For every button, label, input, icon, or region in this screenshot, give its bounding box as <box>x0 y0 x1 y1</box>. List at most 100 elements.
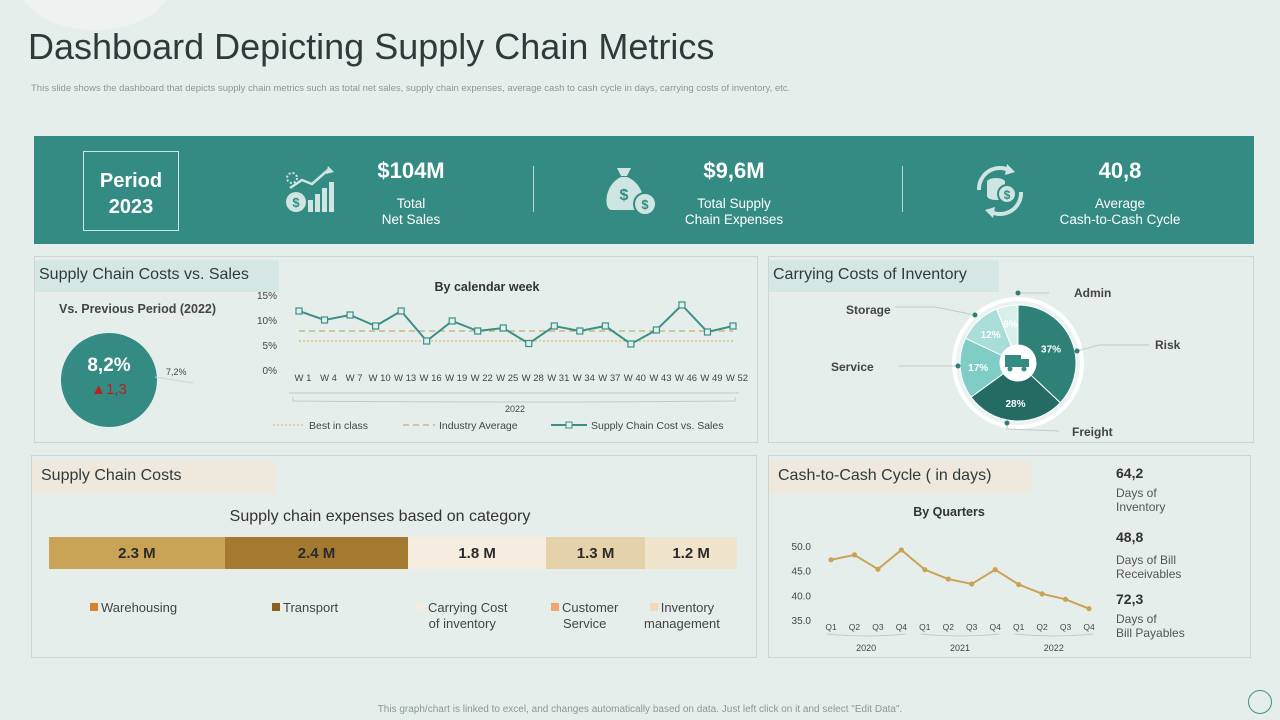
pie-slice-label: 12% <box>981 330 1001 341</box>
callout-line <box>1076 344 1149 352</box>
data-point <box>550 322 558 330</box>
legend-marker <box>565 421 573 429</box>
kpi-band: Period 2023 $ $104M Total Net Sales $ $ … <box>34 136 1254 244</box>
legend-label-line2: of inventory <box>428 616 496 631</box>
series-line <box>298 303 734 346</box>
stat-value: 72,3 <box>1116 591 1144 607</box>
pie-slice-label: 17% <box>968 363 988 374</box>
y-tick-label: 50.0 <box>792 542 812 553</box>
y-tick-label: 35.0 <box>792 616 812 627</box>
legend-carrying-cost: Carrying Cost of inventory <box>417 600 507 632</box>
stat-label1: Days of <box>1116 612 1157 626</box>
legend-label: Best in class <box>309 420 368 432</box>
x-tick-label: Q2 <box>943 622 955 632</box>
data-point <box>474 327 482 335</box>
data-point <box>397 307 405 315</box>
stat-payables: 72,3 Days of Bill Payables <box>1116 591 1236 640</box>
carrying-costs-title: Carrying Costs of Inventory <box>769 260 999 292</box>
cycle-label2: Cash-to-Cash Cycle <box>1059 212 1181 227</box>
legend-transport: Transport <box>272 600 338 616</box>
x-tick-label: W 46 <box>675 373 697 384</box>
x-tick-label: Q1 <box>1013 622 1025 632</box>
bar-segment-2: 1.8 M <box>408 537 546 569</box>
x-axis-label: 2022 <box>505 404 525 414</box>
legend-inventory-management: Inventory management <box>644 600 720 632</box>
corner-decoration <box>1248 690 1272 714</box>
supply-costs-panel: Supply Chain Costs Supply chain expenses… <box>31 455 757 658</box>
carrying-costs-panel: Carrying Costs of Inventory 37% 28% 17% 12%… <box>768 256 1254 443</box>
side-value: 7,2% <box>166 367 187 377</box>
callout-dot <box>1074 348 1080 354</box>
pie-slice-label: 6% <box>1003 320 1018 331</box>
x-group-label: 2022 <box>1044 643 1064 653</box>
y-tick-label: 40.0 <box>792 591 812 602</box>
kpi-net-sales: $104M Total Net Sales <box>356 158 466 228</box>
expenses-chart-title: Supply chain expenses based on category <box>229 508 531 525</box>
c2c-panel: Cash-to-Cash Cycle ( in days) By Quarter… <box>768 455 1251 658</box>
data-point <box>423 337 431 345</box>
bar-segment-0: 2.3 M <box>49 537 225 569</box>
cash-cycle-icon: $ <box>976 164 1024 218</box>
callout-line <box>895 306 976 316</box>
x-tick-label: W 25 <box>496 373 518 384</box>
callout-dot <box>972 312 978 318</box>
legend-label-line2: management <box>644 616 720 631</box>
c2c-title: Cash-to-Cash Cycle ( in days) <box>769 461 1031 493</box>
data-point <box>525 339 533 348</box>
label-admin: Admin <box>1074 286 1112 300</box>
net-sales-label1: Total <box>396 196 426 211</box>
data-point <box>922 567 928 573</box>
stat-label2: Inventory <box>1116 500 1166 514</box>
x-tick-label: W 22 <box>471 373 493 384</box>
period-label: Period <box>99 170 163 192</box>
y-tick-label: 5% <box>263 341 278 352</box>
stat-label2: Receivables <box>1116 567 1182 581</box>
carrying-pie-chart: 37% 28% 17% 12%6% <box>895 290 1149 432</box>
svg-text:$: $ <box>620 187 629 204</box>
data-point <box>1039 591 1045 597</box>
legend-label: Inventory <box>660 600 715 615</box>
chart-title: By Quarters <box>913 505 985 519</box>
legend-label: Warehousing <box>101 600 178 615</box>
data-point <box>499 324 507 332</box>
y-tick-label: 15% <box>257 291 277 302</box>
stat-label1: Days of <box>1116 486 1157 500</box>
x-tick-label: Q4 <box>990 622 1002 632</box>
circle-delta: ▲1,3 <box>61 381 157 398</box>
x-group-label: 2020 <box>856 643 876 653</box>
stat-label2: Bill Payables <box>1116 626 1185 640</box>
legend-warehousing: Warehousing <box>90 600 177 616</box>
circle-value: 8,2% <box>87 355 131 376</box>
cycle-label1: Average <box>1094 196 1146 211</box>
kpi-separator <box>902 166 903 212</box>
x-tick-label: W 4 <box>320 373 337 384</box>
x-tick-label: W 37 <box>598 373 620 384</box>
data-point <box>851 552 858 558</box>
x-tick-label: W 13 <box>394 373 416 384</box>
data-point <box>627 340 635 348</box>
period-year: 2023 <box>108 196 154 218</box>
x-tick-label: Q1 <box>825 622 837 632</box>
series-line <box>830 548 1090 610</box>
data-point <box>1016 581 1022 588</box>
cycle-value: 40,8 <box>1098 158 1142 183</box>
callout-dot <box>955 363 961 369</box>
x-group-bracket <box>292 397 736 403</box>
expenses-label2: Chain Expenses <box>684 212 784 227</box>
stat-value: 48,8 <box>1116 529 1144 545</box>
y-tick-label: 0% <box>263 366 278 377</box>
data-point <box>346 311 354 319</box>
legend-swatch <box>90 603 98 611</box>
x-tick-label: W 49 <box>700 373 722 384</box>
x-tick-label: Q3 <box>872 622 884 632</box>
legend-label: Supply Chain Cost vs. Sales <box>591 420 723 432</box>
legend-label: Transport <box>283 600 339 615</box>
data-point <box>601 322 609 330</box>
y-tick-label: 10% <box>257 316 277 327</box>
money-bag-icon: $ $ <box>606 168 657 216</box>
x-tick-label: Q2 <box>849 622 861 632</box>
previous-period-label: Vs. Previous Period (2022) <box>59 302 217 316</box>
x-tick-label: Q2 <box>1036 622 1048 632</box>
truck-icon <box>1005 355 1029 372</box>
x-tick-label: Q3 <box>1060 622 1072 632</box>
